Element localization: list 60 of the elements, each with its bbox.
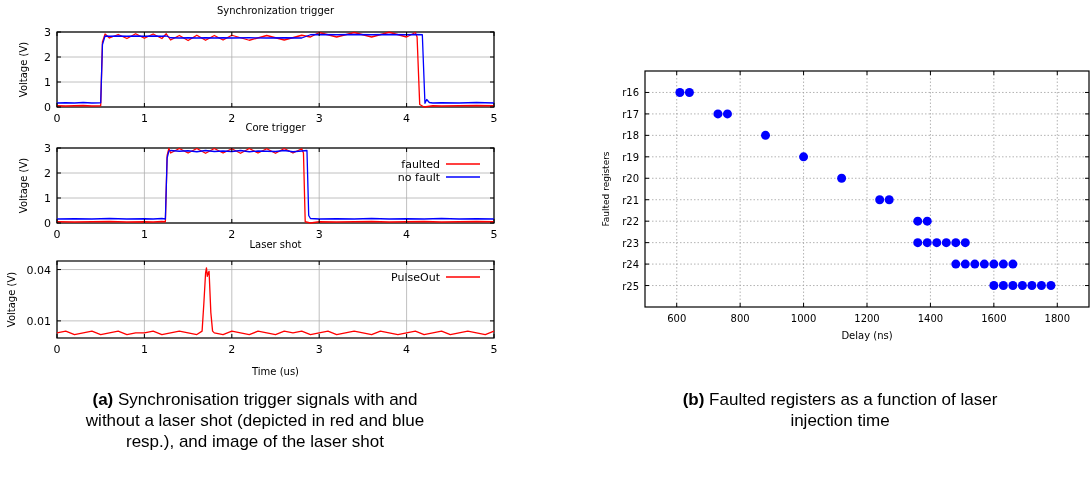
y-tick-label: r17 [622,108,639,120]
x-tick-label: 3 [315,343,323,356]
legend-label: no fault [397,171,441,184]
x-tick-label: 1800 [1044,313,1071,324]
chart-title: Synchronization trigger [216,5,335,16]
y-axis-title: Voltage (V) [18,41,29,98]
legend-label: PulseOut [391,271,441,284]
x-tick-label: 1400 [917,313,944,324]
y-tick-label: 2 [44,167,51,180]
y-tick-label: 0.01 [26,314,51,328]
x-tick-label: 0 [53,112,61,125]
line-series [56,267,495,336]
y-tick-label: r20 [622,173,639,185]
y-tick-label: r19 [622,151,639,163]
x-tick-label: 1 [140,112,148,125]
x-tick-label: 4 [403,228,411,241]
chart-title: Laser shot [249,239,302,250]
y-tick-label: r24 [622,259,639,271]
x-tick-label: 800 [730,313,750,324]
y-tick-label: r25 [622,280,639,292]
y-tick-label: 3 [44,26,51,39]
y-tick-label: 0.04 [26,263,51,277]
x-tick-label: 1200 [854,313,880,324]
y-tick-label: 0 [44,217,51,230]
x-tick-label: 1 [140,343,148,356]
x-tick-label: 1 [140,228,148,241]
y-tick-label: r23 [622,237,639,249]
x-tick-label: 3 [315,228,323,241]
x-tick-label: 2 [228,228,236,241]
y-tick-label: r16 [622,87,639,99]
y-axis-title: Voltage (V) [18,157,29,214]
x-tick-label: 1600 [981,313,1007,324]
x-tick-label: 2 [228,343,236,356]
y-tick-label: r22 [622,216,639,228]
x-tick-label: 5 [490,343,498,356]
text: (b) Faulted registers as a function of laser injection time [682,390,998,430]
y-tick-label: 1 [44,76,51,89]
x-tick-label: 5 [490,112,498,125]
x-tick-label: 5 [490,228,498,241]
text: (a) Synchronisation trigger signals with and without a laser shot (depicted in red and blue resp.), and image of the laser shot [84,390,425,451]
legend-label: faulted [401,158,440,171]
y-axis-title: Voltage (V) [6,271,17,328]
y-tick-label: 2 [44,51,51,64]
x-tick-label: 0 [53,228,61,241]
y-tick-label: 0 [44,101,51,114]
x-axis-title: Time (us) [250,366,300,377]
x-tick-label: 4 [403,343,411,356]
x-tick-label: 2 [228,112,236,125]
x-axis-title: Delay (ns) [841,330,893,341]
x-tick-label: 0 [53,343,61,356]
x-tick-label: 3 [315,112,323,125]
y-tick-label: 3 [44,142,51,155]
x-tick-label: 1000 [790,313,817,324]
chart-title: Core trigger [245,122,307,133]
y-tick-label: 1 [44,192,51,205]
x-tick-label: 600 [667,313,687,324]
y-tick-label: r18 [622,130,639,142]
x-tick-label: 4 [403,112,411,125]
y-tick-label: r21 [622,194,639,206]
y-axis-title: Faulted registers [601,151,611,227]
